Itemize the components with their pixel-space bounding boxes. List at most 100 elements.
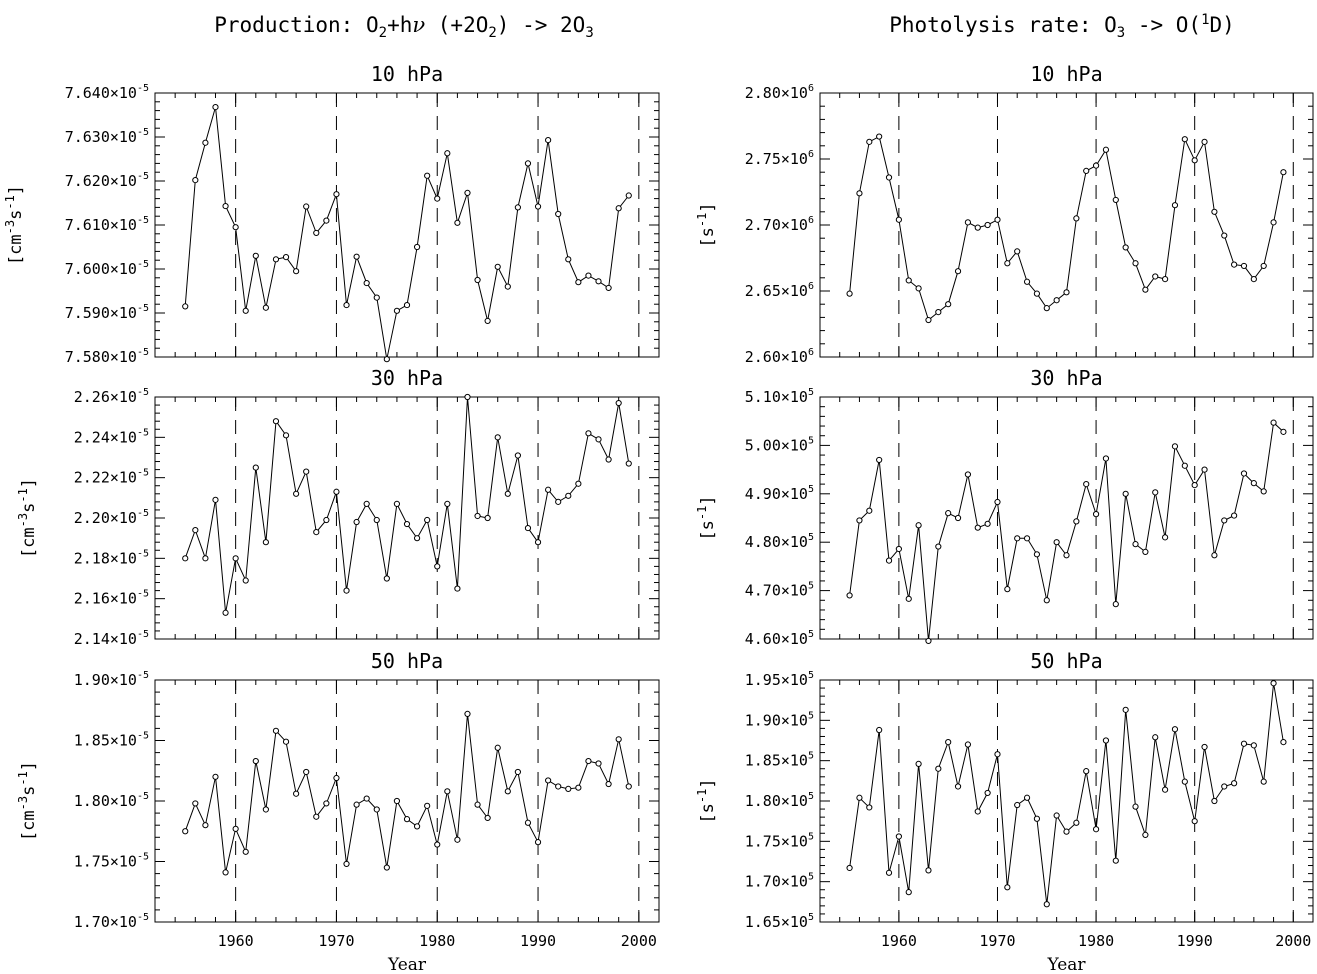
data-point [1201, 138, 1208, 145]
data-point [1250, 480, 1257, 487]
data-point [1132, 803, 1139, 810]
y-tick-label: 7.600×10-5 [65, 259, 149, 278]
data-point [1023, 535, 1031, 542]
data-point [885, 174, 893, 181]
data-point [1053, 297, 1060, 304]
data-point [1102, 146, 1110, 153]
data-point [373, 516, 380, 524]
data-point [303, 203, 310, 210]
data-point [1221, 232, 1228, 239]
data-point [1043, 901, 1050, 908]
y-tick-label: 1.85×10-5 [74, 731, 149, 750]
data-point [1201, 466, 1208, 473]
data-point [1083, 768, 1090, 775]
data-point [1132, 541, 1139, 548]
y-tick-label: 1.75×105 [745, 831, 814, 850]
data-point [1073, 215, 1080, 222]
data-point [504, 788, 511, 795]
data-point [876, 456, 883, 464]
data-point [1270, 219, 1277, 226]
plot-frame [819, 92, 1314, 358]
y-axis-label: [s-1] [695, 778, 718, 823]
data-point [1181, 462, 1188, 469]
data-point [403, 816, 411, 823]
data-point [1171, 726, 1179, 733]
data-point [1221, 517, 1228, 524]
plot-frame [819, 396, 1314, 640]
data-point [303, 468, 310, 475]
y-tick-label: 2.60×106 [745, 347, 814, 366]
x-tick-label: 2000 [621, 932, 657, 950]
data-point [272, 256, 280, 263]
data-point [925, 637, 932, 645]
data-point [1004, 260, 1011, 267]
data-point [313, 229, 320, 237]
data-point [935, 765, 942, 772]
data-point [313, 529, 320, 536]
data-point [192, 527, 199, 534]
data-point [954, 783, 962, 790]
data-point [984, 789, 991, 797]
data-point [984, 221, 991, 229]
data-point [454, 585, 461, 592]
data-point [595, 436, 602, 443]
data-point [595, 278, 602, 285]
data-point [974, 808, 981, 815]
data-point [1250, 276, 1257, 283]
data-point [1250, 742, 1257, 749]
data-point [242, 848, 249, 855]
data-point [885, 557, 893, 564]
data-point [1191, 157, 1198, 164]
data-point [1221, 783, 1228, 790]
data-point [353, 801, 360, 808]
data-point [1004, 884, 1011, 891]
data-point [1033, 290, 1041, 297]
y-axis-label: [cm-3s-1] [16, 478, 39, 558]
data-point [625, 192, 632, 199]
data-point [1063, 828, 1070, 835]
data-point [293, 790, 300, 797]
data-point [1231, 512, 1238, 519]
y-tick-label: 2.75×106 [745, 149, 814, 168]
data-point [1152, 734, 1159, 741]
data-point [895, 545, 902, 553]
data-point [1152, 273, 1159, 280]
data-point [945, 739, 952, 746]
data-point [192, 177, 199, 184]
data-point [1014, 801, 1021, 809]
data-point [945, 301, 952, 308]
data-point [895, 833, 902, 840]
data-point [444, 788, 451, 795]
data-point [1122, 244, 1129, 251]
data-point [1063, 289, 1070, 296]
data-point [333, 774, 340, 782]
data-point [1073, 819, 1080, 826]
y-tick-label: 5.10×105 [745, 387, 814, 406]
data-point [222, 202, 229, 210]
data-point [1083, 481, 1090, 488]
data-point [282, 432, 290, 439]
data-point [954, 514, 962, 522]
data-point [524, 160, 532, 167]
data-point [1162, 276, 1169, 283]
data-point [464, 189, 471, 196]
series-line [184, 713, 630, 873]
x-tick-label: 1990 [520, 932, 556, 950]
data-point [1073, 518, 1080, 525]
data-point [905, 595, 912, 602]
panel-production-50-hpa: 50 hPa 1.70×10-5 1.75×10-5 1.80×10-5 1.85×10… [16, 649, 660, 974]
data-point [925, 867, 932, 874]
data-point [1142, 831, 1149, 838]
y-tick-label: 2.65×106 [745, 281, 814, 300]
data-point [1260, 262, 1267, 270]
y-tick-label: 2.20×10-5 [74, 508, 149, 527]
series-line [849, 683, 1284, 905]
data-point [1171, 202, 1179, 209]
data-point [1014, 535, 1021, 542]
x-tick-label: 2000 [1275, 932, 1311, 950]
data-point [262, 806, 269, 813]
data-point [393, 797, 401, 805]
data-point [1162, 786, 1169, 793]
data-point [856, 190, 863, 197]
data-point [434, 563, 441, 570]
